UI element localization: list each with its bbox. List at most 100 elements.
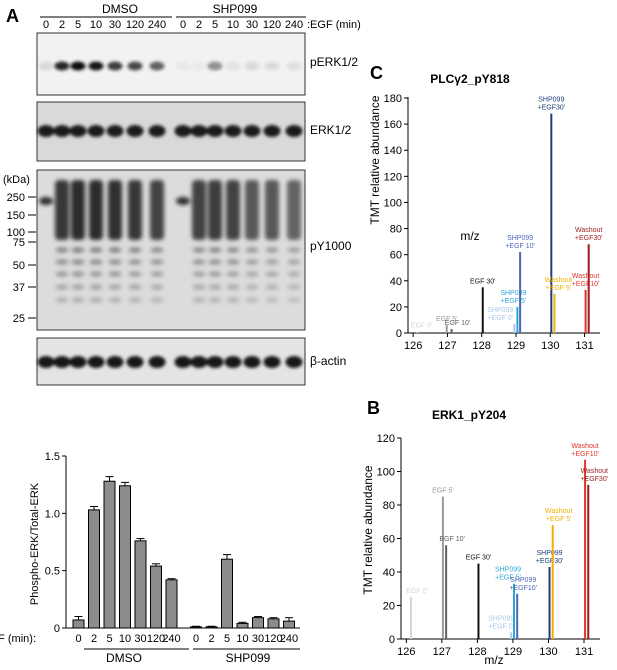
kda-mark-label: 75 — [13, 237, 25, 249]
chart-a-bar — [119, 485, 131, 629]
blot-band — [192, 284, 206, 290]
chart-a-bar — [283, 620, 295, 629]
blot-band — [226, 297, 240, 303]
kda-mark-label: 100 — [7, 227, 25, 239]
blot-band — [89, 271, 103, 277]
chart-b-xtick-label: 129 — [504, 646, 522, 658]
blot-band — [150, 284, 164, 290]
blot-time-label: 120 — [126, 19, 144, 31]
blot-perk — [36, 32, 306, 96]
blot-band — [287, 271, 301, 277]
blot-band — [55, 297, 69, 303]
blot-band — [265, 271, 279, 277]
chart-a-bar — [72, 619, 85, 629]
blot-time-label: 2 — [59, 19, 65, 31]
chart-b-title: ERK1_pY204 — [432, 408, 506, 422]
blot-smear — [108, 180, 122, 240]
blot-band — [71, 297, 85, 303]
chart-a-xtick-label: 2 — [91, 633, 97, 645]
chart-a-xtick-label: 5 — [106, 633, 112, 645]
blot-band — [71, 259, 85, 265]
blot-band — [263, 356, 281, 368]
blot-band — [89, 247, 103, 253]
blot-label-perk: pERK1/2 — [310, 55, 358, 69]
blot-band — [226, 247, 240, 253]
blot-band — [128, 297, 142, 303]
chart-c-ytick-label: 140 — [384, 145, 402, 157]
blot-band — [53, 356, 71, 368]
chart-b-xtick-label: 126 — [397, 646, 415, 658]
blot-band — [208, 247, 222, 253]
blot-band — [190, 356, 208, 368]
blot-band — [107, 61, 123, 71]
blot-band — [149, 61, 165, 71]
blot-time-label: 5 — [75, 19, 81, 31]
chart-a-xtick-label: 240 — [162, 633, 180, 645]
blot-time-label: 240 — [285, 19, 303, 31]
chart-b-ytick-label: 40 — [383, 567, 395, 579]
chart-b-ytick-label: 0 — [389, 634, 395, 646]
blot-band — [37, 125, 55, 137]
chart-a-bar — [236, 622, 249, 629]
chart-b-peak-label: Washout +EGF10' — [571, 443, 599, 458]
chart-c-xtick-label: 129 — [507, 340, 525, 352]
chart-c-ytick-label: 100 — [384, 197, 402, 209]
chart-a-bar — [221, 558, 233, 629]
blot-time-label: 0 — [180, 19, 186, 31]
blot-band — [245, 297, 259, 303]
blot-band — [192, 259, 206, 265]
blot-band — [265, 247, 279, 253]
chart-b-xlabel: m/z — [484, 653, 503, 667]
blot-band — [39, 197, 53, 205]
chart-b-xtick-label: 131 — [575, 646, 593, 658]
blot-band — [287, 259, 301, 265]
chart-c-ytick-label: 80 — [390, 224, 402, 236]
chart-a-xtick-label: 30 — [134, 633, 146, 645]
blot-smear — [265, 180, 279, 240]
blot-band — [128, 284, 142, 290]
chart-c-peak-label: EGF 0' — [411, 323, 433, 330]
blot-band — [265, 284, 279, 290]
blot-band — [287, 247, 301, 253]
blot-band — [150, 259, 164, 265]
panel-label-b: B — [367, 398, 380, 418]
chart-c-peak-label: Washout +EGF30' — [575, 227, 603, 242]
blot-band — [128, 259, 142, 265]
chart-a-ytick-label: 0.5 — [45, 566, 60, 578]
blot-band — [71, 284, 85, 290]
chart-b-ylabel: TMT relative abundance — [361, 465, 375, 595]
blot-label-erk: ERK1/2 — [310, 123, 352, 137]
blot-band — [285, 356, 303, 368]
blot-band — [108, 297, 122, 303]
blot-band — [148, 125, 166, 137]
blot-band — [89, 284, 103, 290]
chart-c-title: PLCγ2_pY818 — [430, 72, 510, 86]
blot-band — [192, 297, 206, 303]
blot-band — [71, 271, 85, 277]
blot-smear — [208, 180, 222, 240]
blot-band — [174, 125, 192, 137]
chart-b-ytick-label: 60 — [383, 534, 395, 546]
chart-c-peak-label: Washout +EGF10' — [572, 273, 600, 288]
chart-b-peak-label: EGF 30' — [466, 555, 491, 562]
blot-band — [174, 356, 192, 368]
blot-time-label: 2 — [196, 19, 202, 31]
blot-header-dmso: DMSO — [102, 2, 138, 16]
blot-band — [150, 247, 164, 253]
chart-c-ytick-label: 0 — [396, 328, 402, 340]
blot-band — [245, 284, 259, 290]
blot-band — [225, 61, 241, 71]
kda-mark-label: 50 — [13, 260, 25, 272]
blot-label-actin: β-actin — [310, 354, 346, 368]
blot-band — [263, 125, 281, 137]
blot-band — [190, 125, 208, 137]
chart-a-xtick-label: 240 — [280, 633, 298, 645]
blot-band — [53, 125, 71, 137]
chart-a-group-dmso: DMSO — [106, 651, 142, 665]
chart-a-bar — [267, 618, 280, 629]
chart-c-ytick-label: 20 — [390, 302, 402, 314]
chart-a-group-shp099: SHP099 — [226, 651, 271, 665]
blot-smear — [287, 180, 301, 240]
chart-b-xtick-label: 130 — [539, 646, 557, 658]
